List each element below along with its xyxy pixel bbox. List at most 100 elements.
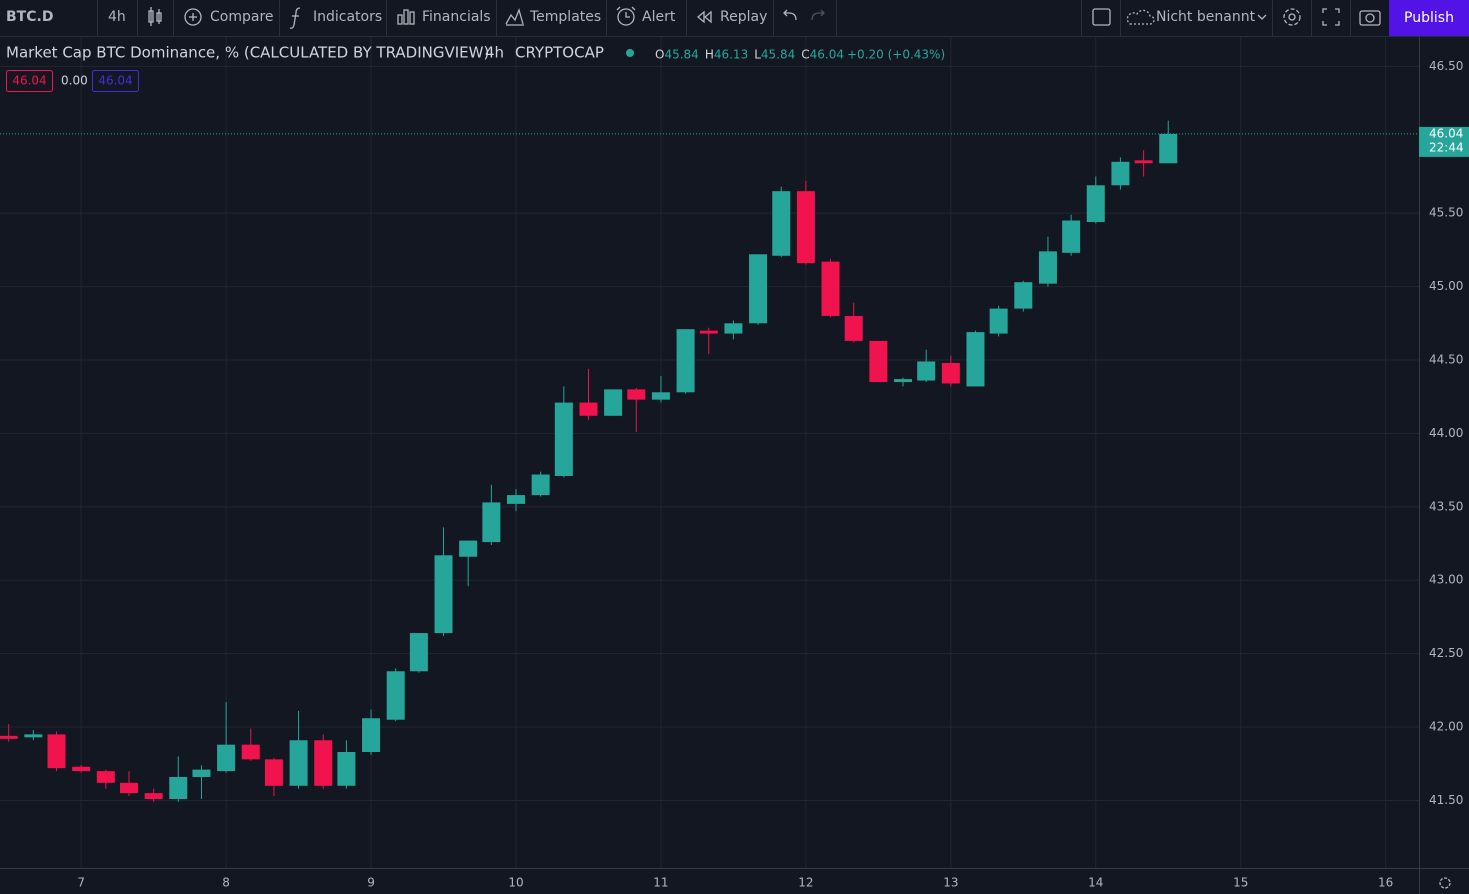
x-tick-label: 7: [77, 876, 85, 890]
symbol[interactable]: BTC.D: [6, 9, 53, 25]
candle-body: [144, 793, 163, 799]
settings-icon[interactable]: [1283, 8, 1301, 26]
ohlc-value: 45.84: [761, 48, 795, 62]
candle-body: [409, 633, 428, 672]
legend-exchange: CRYPTOCAP: [515, 44, 604, 62]
legend-interval: 4h: [485, 44, 504, 62]
legend-change: +0.20 (+0.43%): [847, 48, 945, 62]
candle-body: [1038, 251, 1057, 284]
candle-body: [531, 474, 550, 496]
x-tick-label: 12: [798, 876, 813, 890]
toolbar: [0, 0, 1469, 36]
y-tick-label: 42.00: [1429, 720, 1463, 734]
candle-body: [241, 744, 260, 760]
templates-button[interactable]: Templates: [529, 9, 601, 25]
x-tick-label: 15: [1233, 876, 1248, 890]
candle-body: [217, 744, 236, 772]
current-price-marker: [1419, 126, 1469, 157]
undo-icon[interactable]: [783, 9, 797, 21]
candle-body: [1111, 161, 1130, 186]
candle-body: [651, 392, 670, 400]
x-tick-label: 16: [1378, 876, 1393, 890]
chart-style-icon[interactable]: [148, 7, 162, 26]
candle-body: [264, 759, 283, 786]
compare-button[interactable]: Compare: [210, 9, 274, 25]
replay-button[interactable]: Replay: [720, 9, 767, 25]
axis-settings-icon[interactable]: [1439, 877, 1451, 889]
candle-body: [894, 379, 912, 383]
candle-body: [337, 752, 356, 786]
indicator-box: [6, 70, 53, 92]
templates-icon[interactable]: [505, 7, 524, 26]
candle-body: [604, 389, 623, 416]
ohlc-label: O: [655, 48, 664, 62]
alert-icon[interactable]: [616, 6, 636, 26]
snapshot-icon[interactable]: [1359, 10, 1381, 26]
layout-icon[interactable]: [1092, 8, 1111, 26]
redo-icon: [811, 9, 825, 21]
x-tick-label: 11: [653, 876, 668, 890]
candle-body: [169, 776, 188, 799]
candle-body: [0, 735, 18, 739]
ohlc-value: 46.04: [810, 48, 844, 62]
x-tick-label: 13: [943, 876, 958, 890]
chart-area: [0, 37, 1419, 868]
compare-icon[interactable]: [184, 8, 202, 26]
ohlc-legend: O 45.84 H 46.13 L 45.84 C 46.04: [655, 48, 844, 62]
candle-body: [120, 782, 138, 794]
x-tick-label: 10: [508, 876, 523, 890]
replay-icon[interactable]: [696, 10, 712, 24]
candle-body: [482, 502, 501, 543]
financials-icon[interactable]: [397, 9, 415, 25]
x-tick-label: 14: [1088, 876, 1103, 890]
candle-body: [844, 315, 863, 341]
ohlc-value: 45.84: [664, 48, 698, 62]
chart-title: Market Cap BTC Dominance, % (CALCULATED …: [6, 44, 489, 62]
y-tick-label: 44.50: [1429, 353, 1463, 367]
layout-menu-chevron[interactable]: [1257, 14, 1267, 20]
bar-countdown: 22:44: [1429, 140, 1464, 154]
publish-button-bg[interactable]: [1389, 0, 1469, 36]
candle-body: [1134, 160, 1153, 164]
indicators-icon[interactable]: [289, 7, 301, 29]
candle-body: [314, 740, 333, 786]
indicator-box: [92, 70, 139, 92]
financials-button[interactable]: Financials: [422, 9, 491, 25]
market-status-dot: [626, 49, 634, 57]
fullscreen-icon[interactable]: [1322, 8, 1340, 26]
candle-body: [869, 340, 888, 383]
indicator-value: 0.00: [61, 74, 88, 88]
candle-body: [192, 769, 211, 777]
y-tick-label: 45.50: [1429, 206, 1463, 220]
indicators-button[interactable]: Indicators: [313, 9, 382, 25]
candle-body: [724, 323, 743, 334]
cloud-icon: [1126, 9, 1155, 25]
y-tick-label: 41.50: [1429, 793, 1463, 807]
y-tick-label: 43.50: [1429, 499, 1463, 513]
candle-body: [24, 734, 43, 738]
candle-body: [96, 771, 115, 783]
candle-body: [579, 402, 598, 416]
layout-name[interactable]: Nicht benannt: [1156, 9, 1256, 25]
candle-body: [386, 671, 405, 720]
candle-body: [434, 555, 453, 634]
alert-button[interactable]: Alert: [642, 9, 676, 25]
candle-body: [699, 330, 718, 334]
y-tick-label: 42.50: [1429, 646, 1463, 660]
candle-body: [47, 734, 66, 769]
candle-body: [796, 191, 815, 264]
ohlc-label: C: [801, 48, 809, 62]
indicator-value: 46.04: [98, 74, 132, 88]
candle-body: [917, 361, 936, 381]
x-tick-label: 9: [367, 876, 375, 890]
current-price-label: 46.04: [1429, 126, 1463, 140]
publish-button[interactable]: Publish: [1404, 10, 1454, 26]
candle-body: [821, 261, 840, 316]
candle-body: [459, 540, 478, 557]
candle-body: [749, 254, 768, 324]
candle-body: [1062, 220, 1081, 253]
candle-body: [1159, 133, 1178, 164]
interval-button[interactable]: 4h: [108, 9, 126, 25]
candle-body: [1014, 282, 1033, 309]
